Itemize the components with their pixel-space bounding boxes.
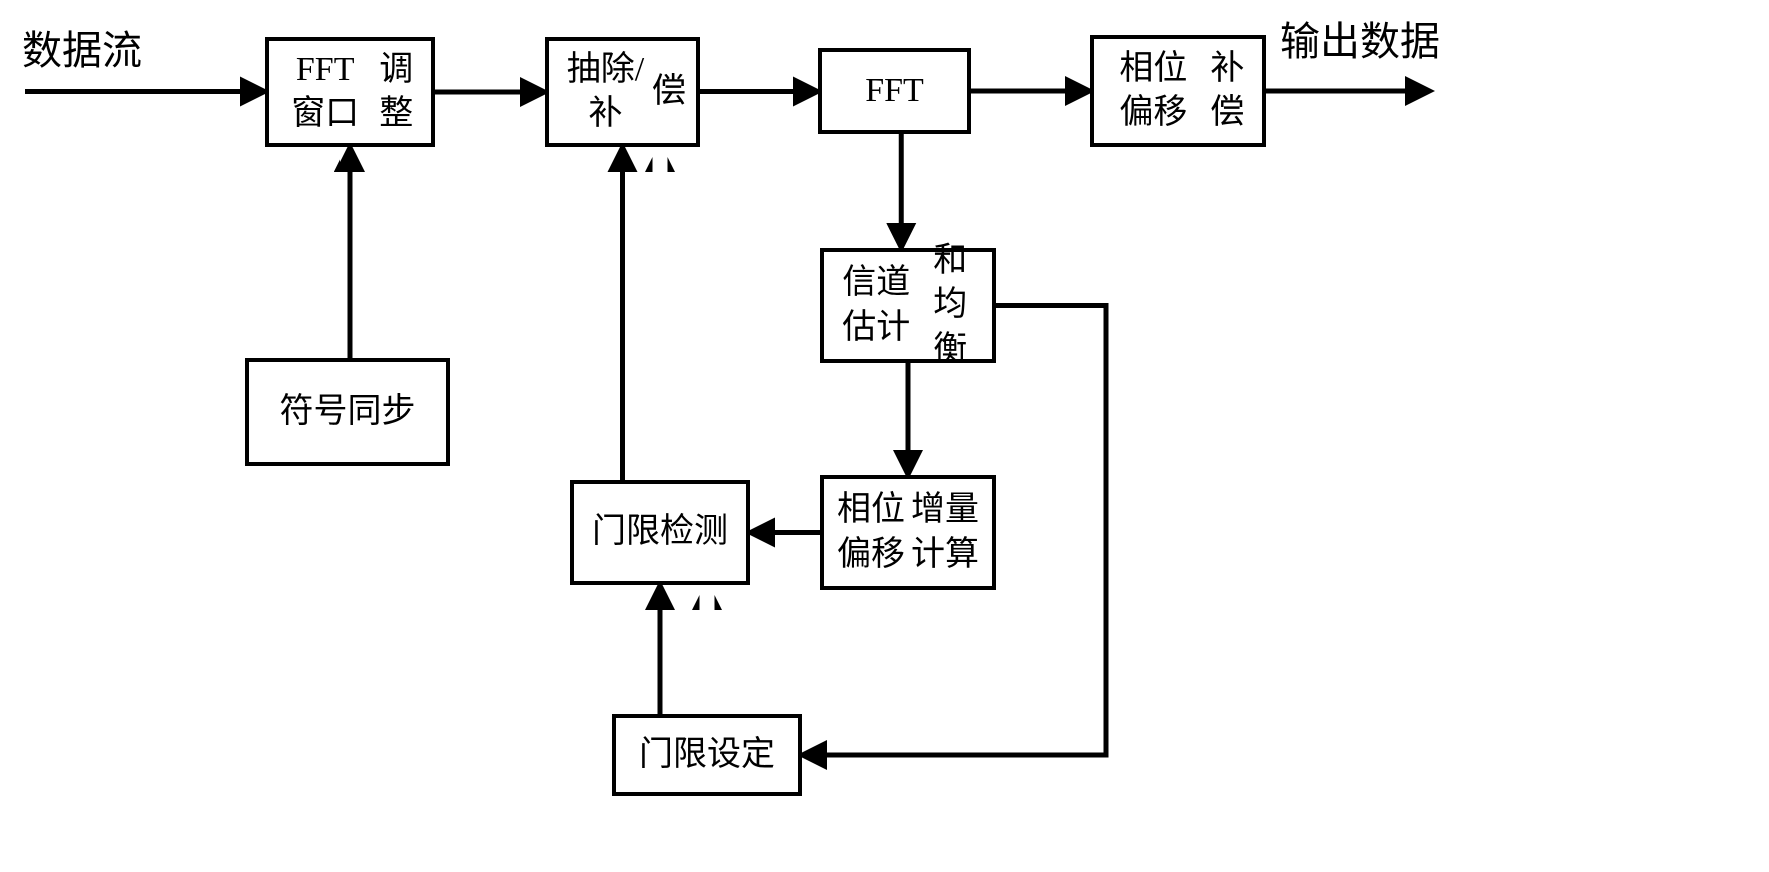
node-phaseComp: 相位偏移补偿 [1090,35,1266,147]
node-fft: FFT [818,48,971,134]
node-chanEst: 信道估计和均衡 [820,248,996,363]
node-fftWindow: FFT窗口调整 [265,37,435,147]
node-decimate: 抽除/补偿 [545,37,700,147]
node-symbolSync: 符号同步 [245,358,450,466]
node-thDetect: 门限检测 [570,480,750,585]
node-phaseInc: 相位偏移增量计算 [820,475,996,590]
output-label: 输出数据 [1280,9,1440,67]
input-label: 数据流 [22,18,142,76]
node-thSet: 门限设定 [612,714,802,796]
